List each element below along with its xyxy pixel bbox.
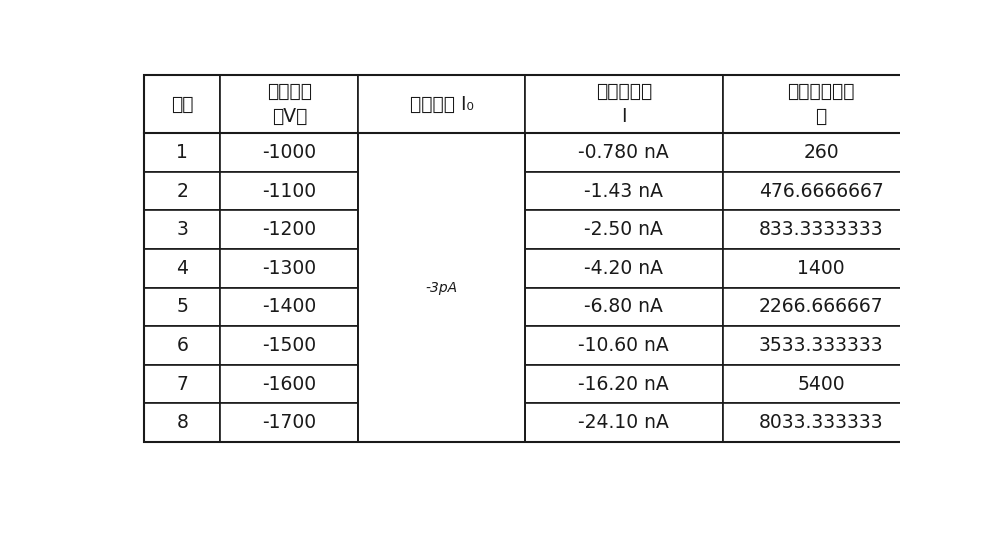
- Bar: [220, 75, 358, 133]
- Bar: [525, 75, 723, 133]
- Text: -1100: -1100: [262, 182, 316, 201]
- Bar: [220, 249, 358, 287]
- Text: -16.20 nA: -16.20 nA: [578, 375, 669, 393]
- Text: -6.80 nA: -6.80 nA: [584, 298, 663, 316]
- Text: 4: 4: [176, 259, 188, 278]
- Bar: [723, 133, 919, 172]
- Bar: [723, 287, 919, 326]
- Text: -1200: -1200: [262, 220, 316, 239]
- Bar: [144, 75, 220, 133]
- Text: -1400: -1400: [262, 298, 316, 316]
- Bar: [144, 210, 220, 249]
- Text: 2266.666667: 2266.666667: [759, 298, 883, 316]
- Text: 5400: 5400: [797, 375, 845, 393]
- Bar: [220, 210, 358, 249]
- Text: 260: 260: [803, 143, 839, 162]
- Bar: [525, 249, 723, 287]
- Text: -1700: -1700: [262, 413, 316, 432]
- Bar: [723, 249, 919, 287]
- Bar: [723, 403, 919, 442]
- Bar: [723, 75, 919, 133]
- Text: -1600: -1600: [262, 375, 316, 393]
- Bar: [144, 249, 220, 287]
- Bar: [525, 133, 723, 172]
- Bar: [220, 133, 358, 172]
- Text: 8033.333333: 8033.333333: [759, 413, 883, 432]
- Text: 7: 7: [176, 375, 188, 393]
- Bar: [144, 75, 919, 442]
- Bar: [723, 365, 919, 403]
- Bar: [220, 287, 358, 326]
- Text: 8: 8: [176, 413, 188, 432]
- Text: 3: 3: [176, 220, 188, 239]
- Text: 2: 2: [176, 182, 188, 201]
- Bar: [723, 210, 919, 249]
- Text: -1000: -1000: [262, 143, 316, 162]
- Bar: [358, 75, 525, 133]
- Text: -2.50 nA: -2.50 nA: [584, 220, 663, 239]
- Text: 5: 5: [176, 298, 188, 316]
- Text: -1.43 nA: -1.43 nA: [584, 182, 663, 201]
- Bar: [144, 365, 220, 403]
- Bar: [723, 326, 919, 365]
- Text: 6: 6: [176, 336, 188, 355]
- Bar: [525, 403, 723, 442]
- Bar: [144, 172, 220, 210]
- Text: 电子倍增器增
益: 电子倍增器增 益: [787, 82, 855, 126]
- Bar: [723, 172, 919, 210]
- Text: 3533.333333: 3533.333333: [759, 336, 883, 355]
- Bar: [144, 326, 220, 365]
- Bar: [525, 365, 723, 403]
- Text: 入射电流 I₀: 入射电流 I₀: [410, 95, 474, 114]
- Bar: [144, 287, 220, 326]
- Bar: [220, 172, 358, 210]
- Text: 序号: 序号: [171, 95, 194, 114]
- Text: -4.20 nA: -4.20 nA: [584, 259, 663, 278]
- Bar: [525, 287, 723, 326]
- Bar: [525, 210, 723, 249]
- Text: 收集极电流
I: 收集极电流 I: [596, 82, 652, 126]
- Bar: [144, 133, 220, 172]
- Bar: [144, 403, 220, 442]
- Text: 833.3333333: 833.3333333: [759, 220, 883, 239]
- Text: -1500: -1500: [262, 336, 316, 355]
- Text: 1400: 1400: [797, 259, 845, 278]
- Text: -1300: -1300: [262, 259, 316, 278]
- Text: -3pA: -3pA: [426, 281, 458, 294]
- Bar: [220, 326, 358, 365]
- Bar: [525, 172, 723, 210]
- Text: 476.6666667: 476.6666667: [759, 182, 883, 201]
- Bar: [220, 365, 358, 403]
- Bar: [220, 403, 358, 442]
- Text: -0.780 nA: -0.780 nA: [578, 143, 669, 162]
- Text: 测试电压
（V）: 测试电压 （V）: [267, 82, 312, 126]
- Text: -24.10 nA: -24.10 nA: [578, 413, 669, 432]
- Bar: [358, 133, 525, 442]
- Bar: [525, 326, 723, 365]
- Text: -10.60 nA: -10.60 nA: [578, 336, 669, 355]
- Text: 1: 1: [176, 143, 188, 162]
